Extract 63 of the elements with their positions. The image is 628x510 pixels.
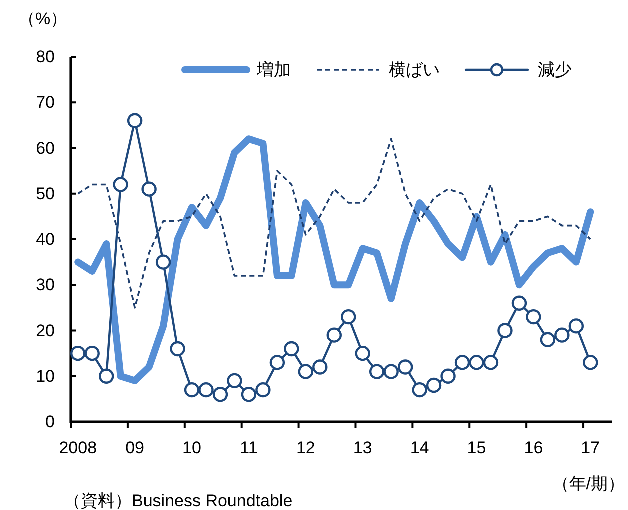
point [583, 355, 598, 370]
point [113, 177, 128, 192]
point [270, 355, 286, 370]
point [170, 341, 186, 357]
x-tick-label: 09 [126, 438, 145, 458]
x-tick-label: 16 [524, 438, 544, 458]
y-tick-label: 80 [36, 48, 55, 66]
y-tick-label: 60 [36, 138, 55, 158]
y-tick-label: 0 [46, 412, 55, 432]
legend-label: 横ばい [389, 60, 440, 80]
point [284, 341, 300, 357]
point [426, 378, 442, 394]
point [540, 332, 556, 348]
legend-label: 増加 [256, 60, 291, 80]
point [568, 318, 584, 334]
point [341, 309, 356, 325]
y-tick-label: 30 [36, 276, 55, 295]
point [398, 360, 414, 375]
line-series [77, 138, 592, 309]
point [412, 382, 428, 398]
x-axis-title: （年/期） [552, 474, 625, 494]
point [142, 182, 157, 197]
y-tick-label: 50 [36, 184, 55, 204]
x-tick-label: 10 [182, 438, 202, 458]
point [440, 368, 456, 384]
x-tick-label: 11 [240, 438, 258, 458]
legend-label: 減少 [538, 60, 572, 80]
point [227, 373, 242, 389]
y-tick-label: 70 [36, 93, 55, 112]
point [312, 360, 328, 375]
point [156, 254, 172, 270]
point [469, 355, 484, 370]
point [98, 368, 114, 384]
point [241, 387, 257, 402]
x-tick-label: 2008 [59, 438, 98, 458]
point [498, 323, 513, 338]
point [512, 296, 528, 311]
x-tick-label: 13 [353, 438, 372, 458]
x-tick-label: 12 [296, 438, 316, 458]
point [127, 113, 143, 128]
point [483, 355, 499, 370]
x-tick-label: 15 [467, 438, 486, 458]
point [355, 346, 370, 362]
point [454, 355, 470, 370]
point [369, 364, 385, 380]
point [298, 364, 314, 380]
x-tick-label: 17 [581, 438, 600, 458]
point [256, 382, 271, 398]
point [326, 328, 342, 343]
y-tick-label: 40 [36, 230, 55, 249]
point [384, 364, 399, 380]
point [84, 346, 100, 362]
point [212, 387, 228, 402]
point [184, 382, 200, 398]
y-axis-title: （%） [18, 10, 68, 28]
point [70, 346, 86, 362]
y-tick-label: 20 [36, 321, 55, 340]
x-tick-label: 14 [410, 438, 430, 458]
y-tick-label: 10 [36, 366, 55, 386]
point [526, 309, 542, 325]
point [554, 328, 570, 343]
text: （資料）Business Roundtable [64, 492, 293, 510]
point [198, 382, 214, 398]
